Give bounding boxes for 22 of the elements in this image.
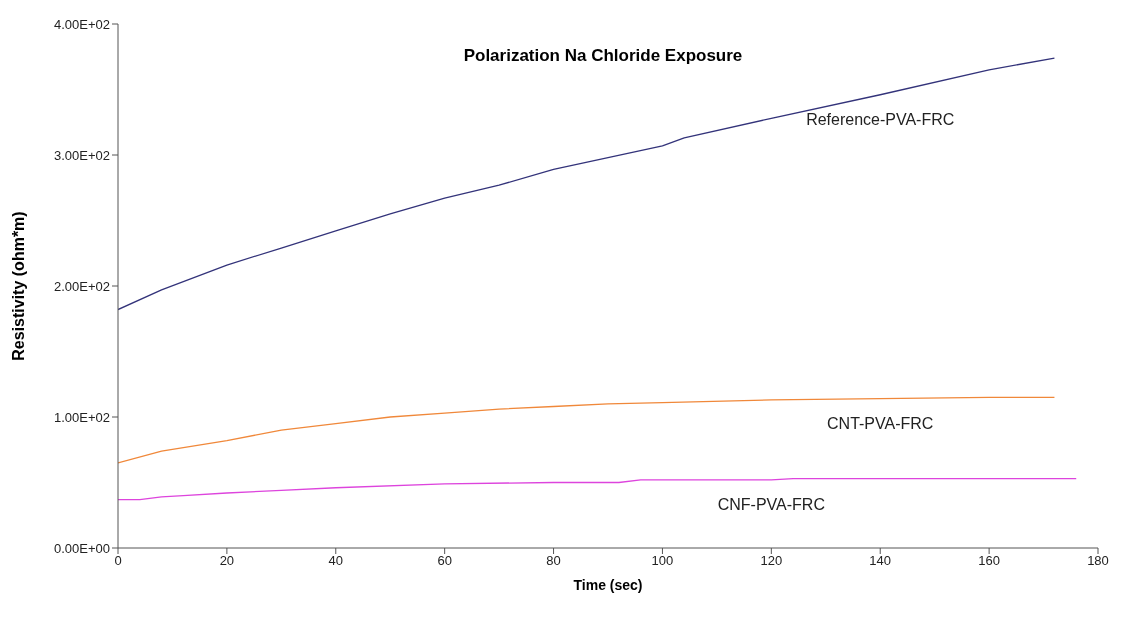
x-tick-label: 160 xyxy=(978,553,1000,569)
x-tick-label: 80 xyxy=(546,553,561,569)
series-label: CNF-PVA-FRC xyxy=(717,495,825,513)
x-tick-label: 140 xyxy=(869,553,892,569)
x-tick-label: 40 xyxy=(328,553,344,569)
x-tick-label: 100 xyxy=(651,553,674,569)
y-axis-title: Resistivity (ohm*m) xyxy=(9,211,27,361)
x-tick-label: 60 xyxy=(437,553,452,569)
y-tick-label: 3.00E+02 xyxy=(53,147,110,163)
y-tick-label: 1.00E+02 xyxy=(53,409,110,425)
y-tick-label: 0.00E+00 xyxy=(53,540,110,556)
x-tick-label: 0 xyxy=(114,553,122,569)
y-tick-label: 4.00E+02 xyxy=(53,16,110,32)
x-tick-label: 180 xyxy=(1087,553,1109,569)
series-label: CNT-PVA-FRC xyxy=(827,414,934,432)
y-tick-label: 2.00E+02 xyxy=(53,278,110,294)
x-tick-label: 20 xyxy=(219,553,235,569)
text: Polarization Na Chloride Exposure xyxy=(462,46,744,66)
series-label: Reference-PVA-FRC xyxy=(806,110,955,128)
line-series xyxy=(118,396,1056,464)
x-tick-label: 120 xyxy=(760,553,783,569)
x-axis-title: Time (sec) xyxy=(573,577,643,593)
